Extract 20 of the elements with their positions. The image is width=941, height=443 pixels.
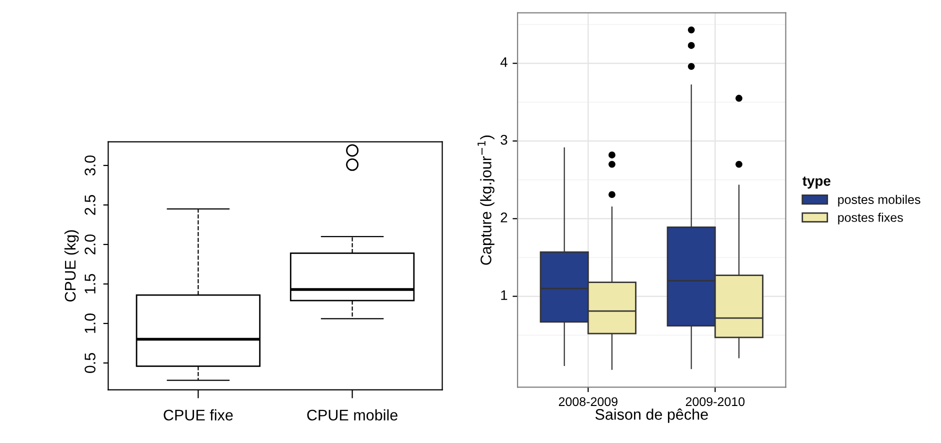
y-tick-label: 2 <box>500 212 508 222</box>
y-tick-label: 2.5 <box>84 194 96 215</box>
x-axis-title: Saison de pêche <box>595 408 708 423</box>
y-tick-label: 1 <box>501 290 508 300</box>
y-tick-label: 0.5 <box>84 353 96 373</box>
x-tick-label: CPUE fixe <box>164 409 233 421</box>
y-tick-label: 1.5 <box>84 274 96 294</box>
x-tick-label: 2009-2010 <box>686 397 745 406</box>
y-tick-label: 3 <box>500 134 508 145</box>
y-tick-label: 2.0 <box>84 234 96 254</box>
y-tick-label: 4 <box>500 57 508 67</box>
legend-label: postes mobiles <box>838 194 920 206</box>
legend-title: type <box>802 176 830 189</box>
x-tick-label: 2008-2009 <box>558 397 618 406</box>
y-tick-label: 3.0 <box>84 155 96 176</box>
x-tick-label: CPUE mobile <box>307 409 398 421</box>
legend-label: postes fixes <box>838 212 903 224</box>
y-axis-title: CPUE (kg) <box>64 230 79 302</box>
y-axis-title: Capture (kg.jour$^{−1}$) <box>478 136 494 265</box>
y-tick-label: 1.0 <box>84 313 96 333</box>
